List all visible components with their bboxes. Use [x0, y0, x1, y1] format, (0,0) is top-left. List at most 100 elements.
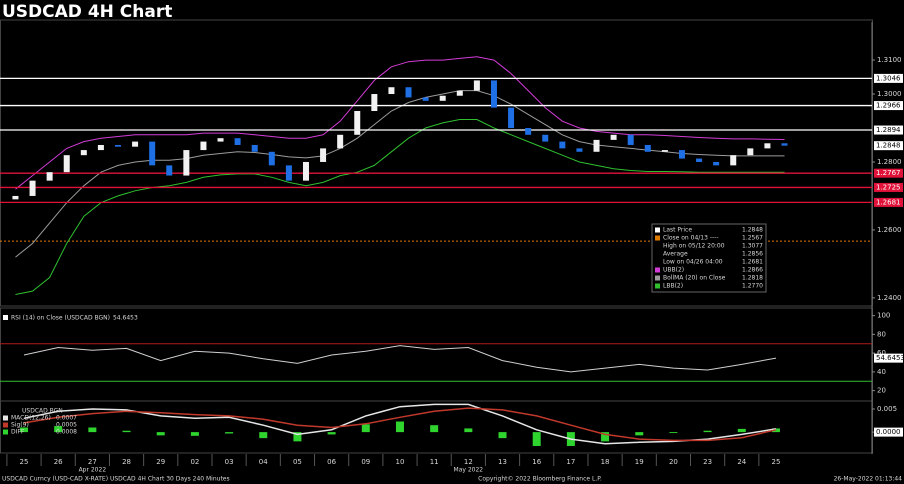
level-label-box: [874, 125, 903, 135]
y-tick-label: 1.3100: [877, 56, 902, 64]
legend-label: Average: [663, 251, 688, 258]
level-label-box: [874, 73, 903, 83]
candle: [97, 144, 104, 151]
y-tick-label: 1.3000: [877, 90, 902, 98]
x-tick-label: 29: [156, 458, 165, 466]
legend-value: 1.3077: [742, 243, 763, 250]
x-tick-label: 16: [532, 458, 541, 466]
diff-bar: [395, 421, 404, 433]
legend-value: 1.2848: [742, 227, 763, 234]
macd-line: [23, 407, 777, 442]
candle: [678, 150, 685, 159]
level-label: 1.2681: [876, 198, 901, 206]
candle: [696, 158, 703, 162]
x-tick-label: 18: [601, 458, 610, 466]
candle: [661, 150, 668, 152]
candle: [559, 141, 566, 149]
x-tick-label: 11: [430, 458, 439, 466]
diff-bar: [601, 432, 610, 442]
diff-bar: [327, 432, 336, 435]
candle: [251, 144, 258, 152]
x-tick-label: 25: [20, 458, 29, 466]
legend-value: 1.2770: [742, 283, 763, 290]
diff-bar: [635, 432, 644, 436]
legend-swatch: [3, 415, 8, 421]
diff-bar: [464, 428, 473, 433]
diff-bar: [361, 424, 370, 433]
last-value-box: [874, 353, 903, 363]
candle: [371, 94, 378, 112]
panel-frame: [0, 307, 873, 402]
y-tick-label: 80: [877, 330, 886, 338]
x-tick-label: 05: [293, 458, 302, 466]
x-tick-label: 03: [225, 458, 234, 466]
candle: [542, 134, 549, 142]
legend-swatch: [3, 315, 8, 320]
candle: [473, 80, 480, 91]
legend-value: 0.0005: [56, 422, 77, 429]
diff-bar: [122, 430, 131, 433]
candle: [268, 151, 275, 166]
candle: [63, 155, 70, 173]
level-label-box: [874, 101, 903, 111]
x-tick-label: 04: [259, 458, 268, 466]
legend-label: High on 05/12 20:00: [663, 243, 725, 250]
x-tick-label: 19: [635, 458, 644, 466]
legend-value: 1.2681: [742, 259, 763, 266]
candle: [405, 87, 412, 98]
diff-bar: [669, 432, 678, 434]
panel-label: RSI (14) on Close (USDCAD BGN): [11, 315, 110, 322]
legend-swatch: [655, 227, 660, 233]
last-price: 1.2848: [876, 142, 901, 150]
diff-bar: [20, 427, 28, 433]
legend-swatch: [655, 283, 660, 289]
diff-bar: [88, 427, 97, 433]
diff-bar: [54, 426, 63, 433]
footer-right: 26-May-2022 01:13:44: [834, 476, 903, 483]
candle: [730, 155, 737, 166]
candle: [46, 172, 53, 181]
zero-value: 0.0000: [876, 428, 901, 436]
x-tick-label: 23: [703, 458, 712, 466]
legend-value: 1.2866: [742, 267, 763, 274]
candle: [525, 127, 532, 135]
x-tick-label: 25: [771, 458, 780, 466]
diff-bar: [430, 425, 439, 433]
macd-line: [23, 403, 777, 445]
x-tick-label: 20: [669, 458, 678, 466]
diff-bar: [259, 432, 268, 439]
legend-swatch: [655, 267, 660, 273]
legend-swatch: [3, 429, 8, 435]
x-tick-label: 27: [88, 458, 97, 466]
candle: [80, 150, 87, 156]
level-label: 1.3046: [876, 74, 901, 82]
candle: [644, 144, 651, 152]
candle: [337, 134, 344, 149]
y-tick-label: 1.2800: [877, 158, 902, 166]
candle: [149, 141, 156, 166]
candle: [747, 148, 754, 156]
y-tick-label: 1.2400: [877, 294, 902, 302]
candle: [439, 95, 446, 101]
last-value: 54.6453: [876, 354, 904, 362]
legend-value: 1.2818: [742, 275, 763, 282]
candle: [12, 195, 19, 200]
x-tick-label: 09: [361, 458, 370, 466]
candle: [285, 165, 292, 181]
level-label-box: [874, 168, 903, 178]
candle: [114, 144, 121, 147]
legend-value: 1.2567: [742, 235, 763, 242]
panel-value: 54.6453: [113, 315, 138, 322]
y-tick-label: 100: [877, 312, 890, 320]
x-tick-label: 17: [566, 458, 575, 466]
candle: [593, 139, 600, 152]
x-tick-label: 10: [396, 458, 405, 466]
legend-swatch: [655, 235, 660, 241]
candle: [627, 134, 634, 145]
level-label: 1.2894: [876, 126, 901, 134]
legend-swatch: [655, 275, 660, 281]
panel-label: USDCAD BGN: [22, 408, 63, 415]
level-label: 1.2966: [876, 102, 901, 110]
diff-bar: [737, 428, 746, 433]
level-label-box: [874, 197, 903, 207]
